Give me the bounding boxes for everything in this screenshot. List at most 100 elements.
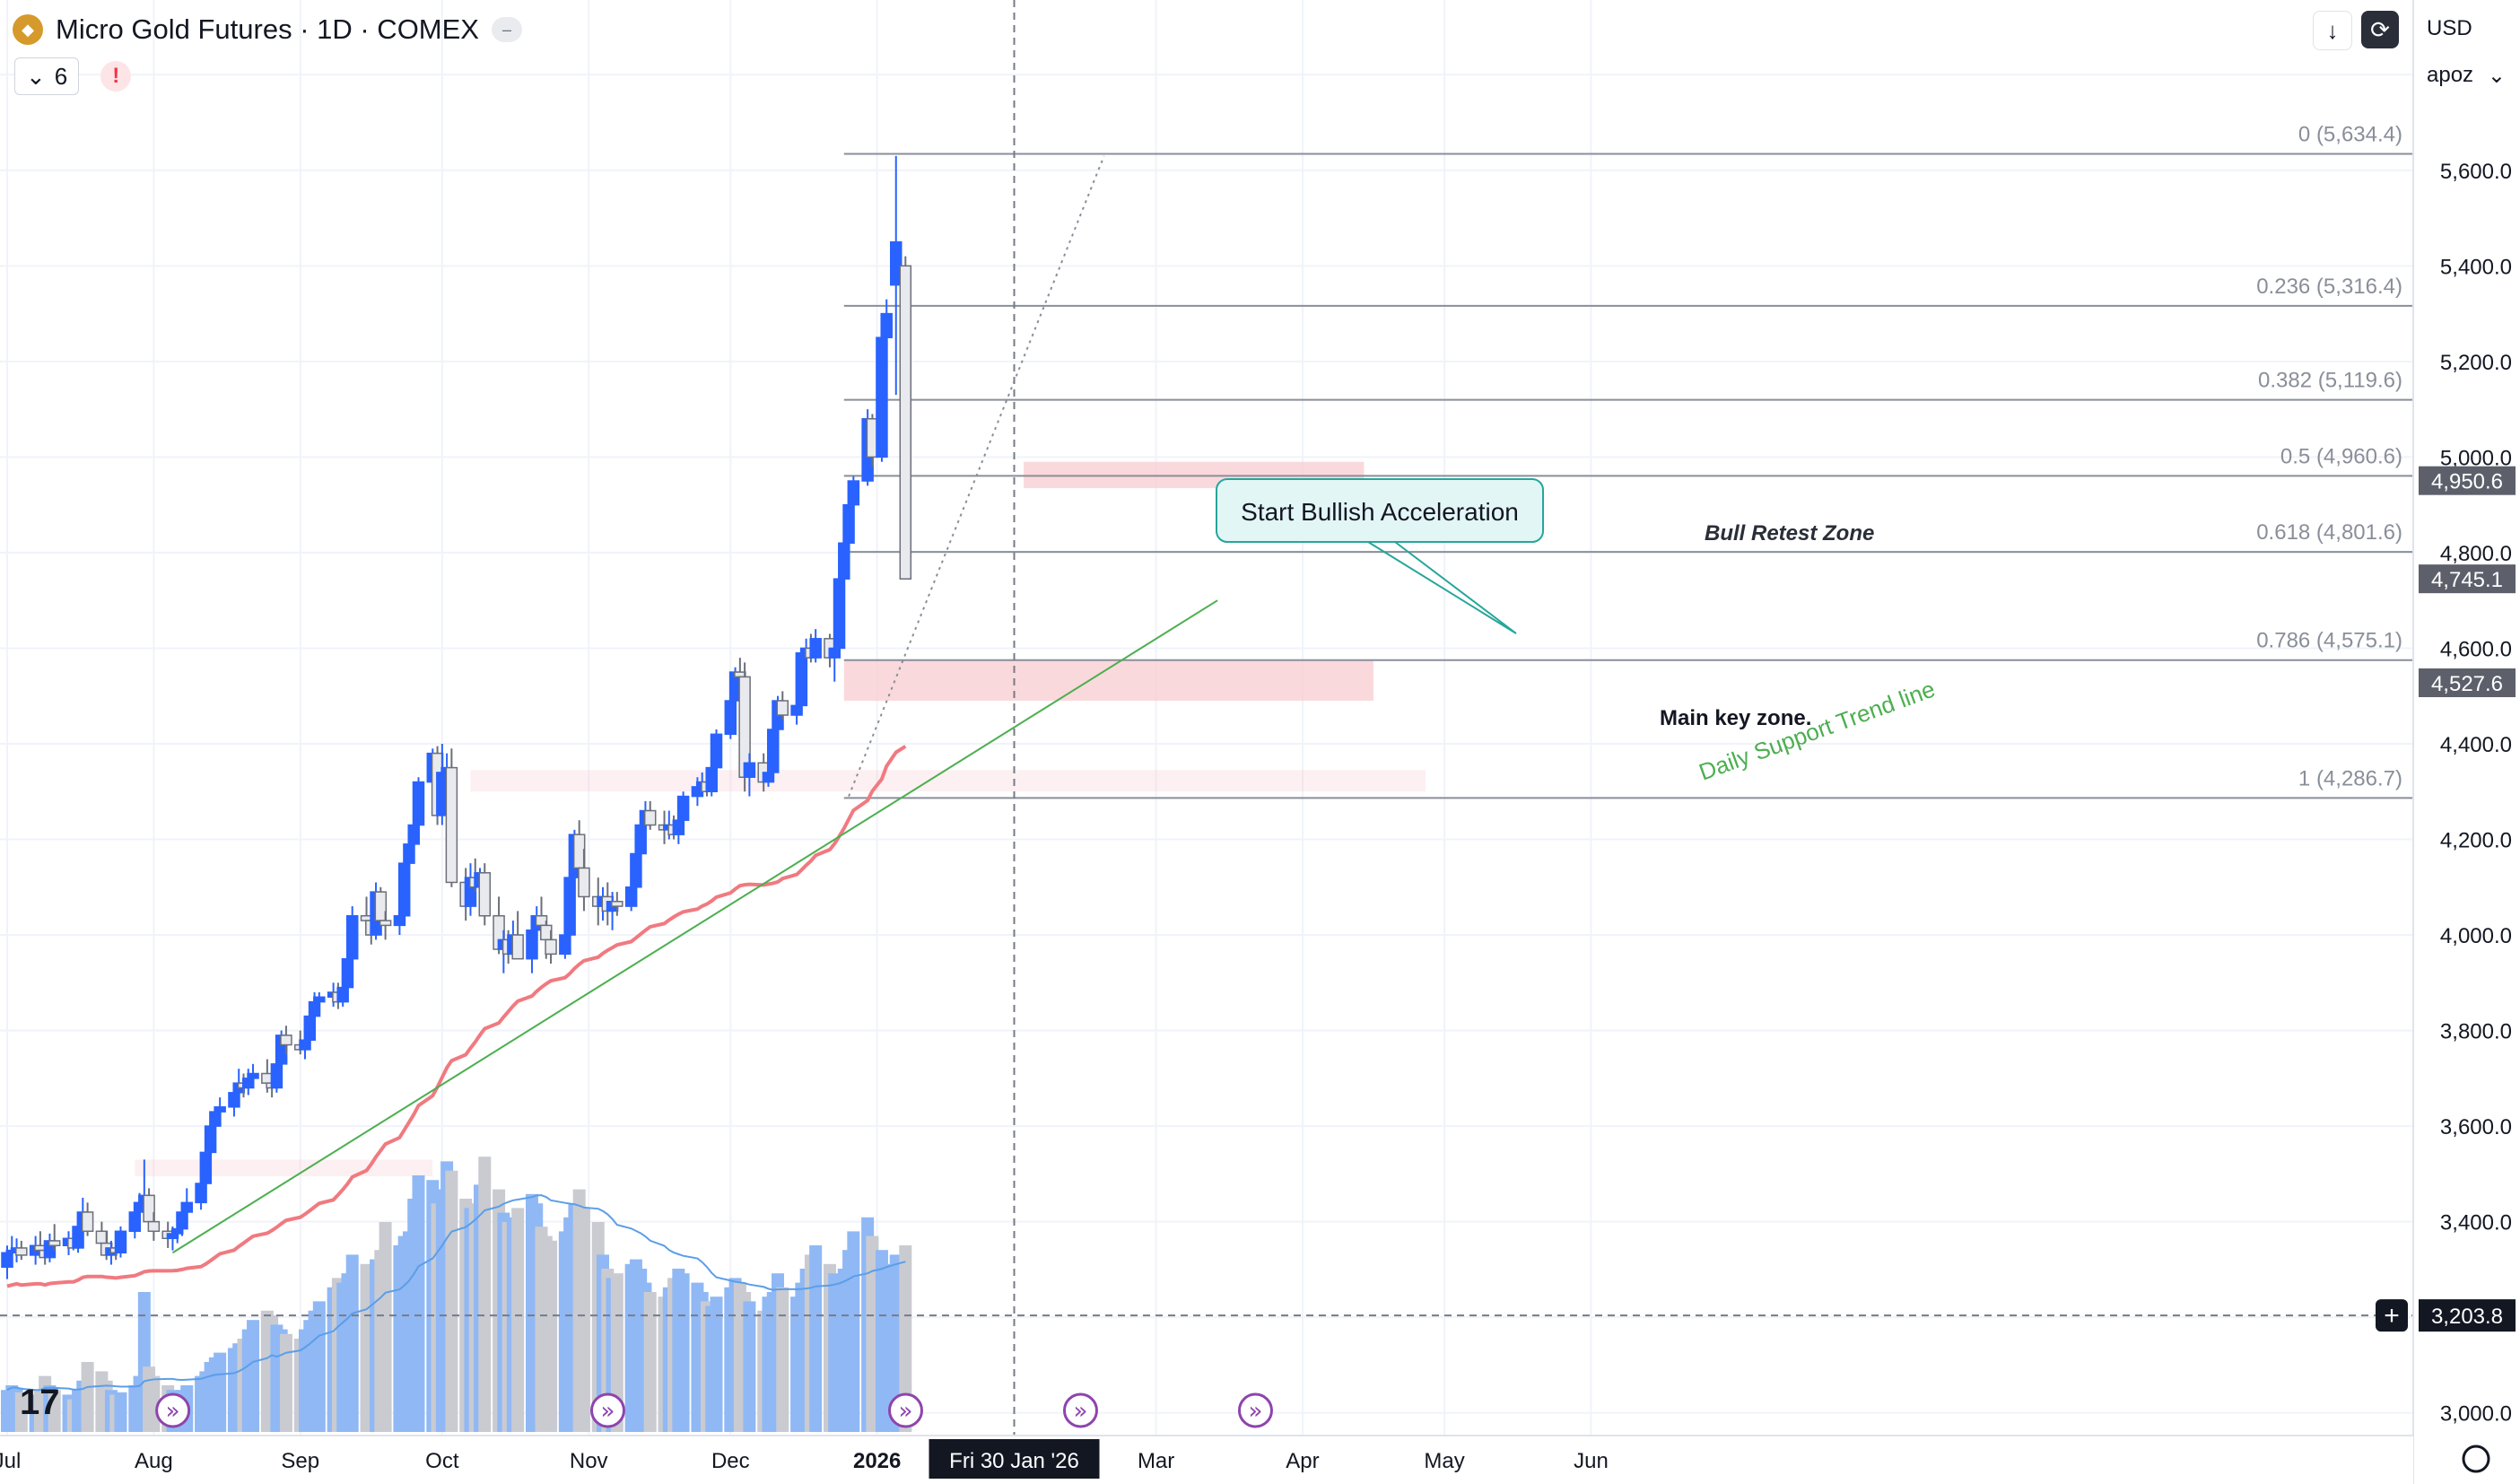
volume-bar	[345, 1254, 359, 1432]
candle-body	[738, 676, 751, 779]
annotations-layer[interactable]: Start Bullish Acceleration Bull Retest Zo…	[0, 0, 2413, 1436]
candle-body	[572, 834, 586, 869]
currency-select[interactable]: USD	[2420, 9, 2513, 48]
candle	[676, 791, 690, 825]
candle-body	[341, 957, 354, 989]
x-tick-label: 2026	[853, 1449, 901, 1473]
callout-text: Start Bullish Acceleration	[1241, 498, 1519, 526]
candle	[526, 925, 538, 973]
candle	[341, 954, 354, 992]
marker-glyph: »	[1249, 1398, 1263, 1425]
indicator-toggle[interactable]: ⌄ 6	[14, 57, 80, 95]
gear-icon[interactable]	[2462, 1445, 2490, 1473]
y-tick-label: 4,000.0	[2440, 924, 2512, 948]
fullscreen-icon[interactable]: ⟳	[2361, 11, 2399, 48]
gold-logo-icon: ◆	[13, 14, 43, 45]
marker-glyph: »	[1074, 1398, 1088, 1425]
price-badge-label: 4,527.6	[2431, 672, 2503, 696]
candle-body	[643, 809, 657, 826]
dividend-marker-icon[interactable]	[589, 1392, 625, 1428]
candle	[563, 872, 576, 940]
candle-body	[166, 1233, 179, 1240]
candle-body	[336, 986, 349, 1003]
volume-bar	[445, 1170, 458, 1432]
candle-body	[242, 1078, 255, 1089]
volume-bar	[880, 1263, 894, 1432]
candle-body	[624, 886, 638, 907]
candle	[48, 1224, 61, 1251]
volume-bar	[214, 1352, 227, 1432]
volume-bar	[809, 1245, 823, 1432]
symbol-title[interactable]: Micro Gold Futures · 1D · COMEX	[56, 13, 479, 45]
dividend-marker-icon[interactable]	[1237, 1392, 1273, 1428]
candle	[866, 414, 879, 467]
fib-label: 0 (5,634.4)	[2298, 122, 2402, 146]
candle	[445, 748, 458, 887]
candle-body	[95, 1230, 109, 1244]
y-tick-label: 3,800.0	[2440, 1020, 2512, 1044]
candle-body	[705, 766, 718, 792]
projection-line[interactable]	[848, 155, 1105, 797]
add-plus-icon[interactable]	[2376, 1299, 2408, 1332]
candle	[643, 800, 657, 830]
candle	[374, 886, 388, 926]
x-tick-label: Jun	[1574, 1449, 1609, 1473]
candle	[478, 863, 492, 926]
alert-icon[interactable]: !	[100, 61, 132, 92]
candle-body	[847, 480, 860, 506]
dividend-marker-icon[interactable]	[155, 1392, 191, 1428]
callout-box[interactable]	[1216, 478, 1544, 543]
volume-bar	[899, 1245, 912, 1432]
more-options-icon[interactable]: –	[491, 17, 522, 42]
chevron-down-icon: ⌄	[26, 62, 46, 90]
dividend-marker-icon[interactable]	[887, 1392, 923, 1428]
candle-body	[195, 1183, 207, 1204]
sma-line	[6, 745, 907, 1288]
daily-support-trend-line[interactable]	[171, 599, 1218, 1254]
tradingview-logo-icon: 17	[20, 1383, 60, 1422]
volume-bar	[643, 1292, 657, 1432]
candle	[43, 1233, 57, 1262]
candle	[776, 691, 789, 720]
candle-body	[899, 265, 912, 580]
candle	[303, 1011, 317, 1045]
y-tick-label: 5,400.0	[2440, 255, 2512, 279]
fib-retracement[interactable]: 0 (5,634.4) 0.236 (5,316.4) 0.382 (5,119.6…	[843, 122, 2413, 799]
faint-zone-oct	[470, 770, 1426, 792]
candle-body	[790, 704, 803, 716]
callout-pointer	[1367, 541, 1517, 634]
candle-body	[672, 819, 685, 835]
candle-body	[379, 920, 392, 927]
download-arrow-icon[interactable]: ↓	[2313, 11, 2352, 50]
volume-bar	[743, 1301, 756, 1432]
candle-body	[176, 1211, 188, 1230]
candle-body	[734, 671, 746, 678]
crosshair-time-label: Fri 30 Jan '26	[949, 1449, 1079, 1473]
candle-body	[710, 733, 723, 769]
candle	[403, 839, 415, 873]
candle-body	[128, 1211, 142, 1233]
candle-body	[611, 901, 623, 907]
candle-body	[743, 762, 756, 779]
price-badge-label: 4,745.1	[2431, 568, 2503, 592]
candle	[270, 1059, 283, 1093]
time-axis-bg	[0, 1436, 2413, 1484]
candle-body	[545, 938, 557, 956]
candle-body	[180, 1201, 194, 1213]
candle-body	[563, 877, 576, 936]
candle-body	[204, 1125, 217, 1154]
candle-body	[345, 914, 359, 960]
volume-bar	[676, 1273, 690, 1432]
fib-label: 0.236 (5,316.4)	[2256, 275, 2402, 299]
candle-body	[833, 578, 846, 650]
volume-bar	[478, 1157, 492, 1432]
price-axis-bg	[2413, 0, 2520, 1484]
candle	[412, 777, 425, 830]
unit-select[interactable]: apoz ⌄	[2420, 56, 2513, 95]
marker-glyph: »	[899, 1398, 913, 1425]
dividend-marker-icon[interactable]	[1062, 1392, 1098, 1428]
candle	[710, 729, 723, 773]
symbol-header: ◆ Micro Gold Futures · 1D · COMEX –	[13, 11, 522, 48]
candle	[809, 629, 822, 663]
